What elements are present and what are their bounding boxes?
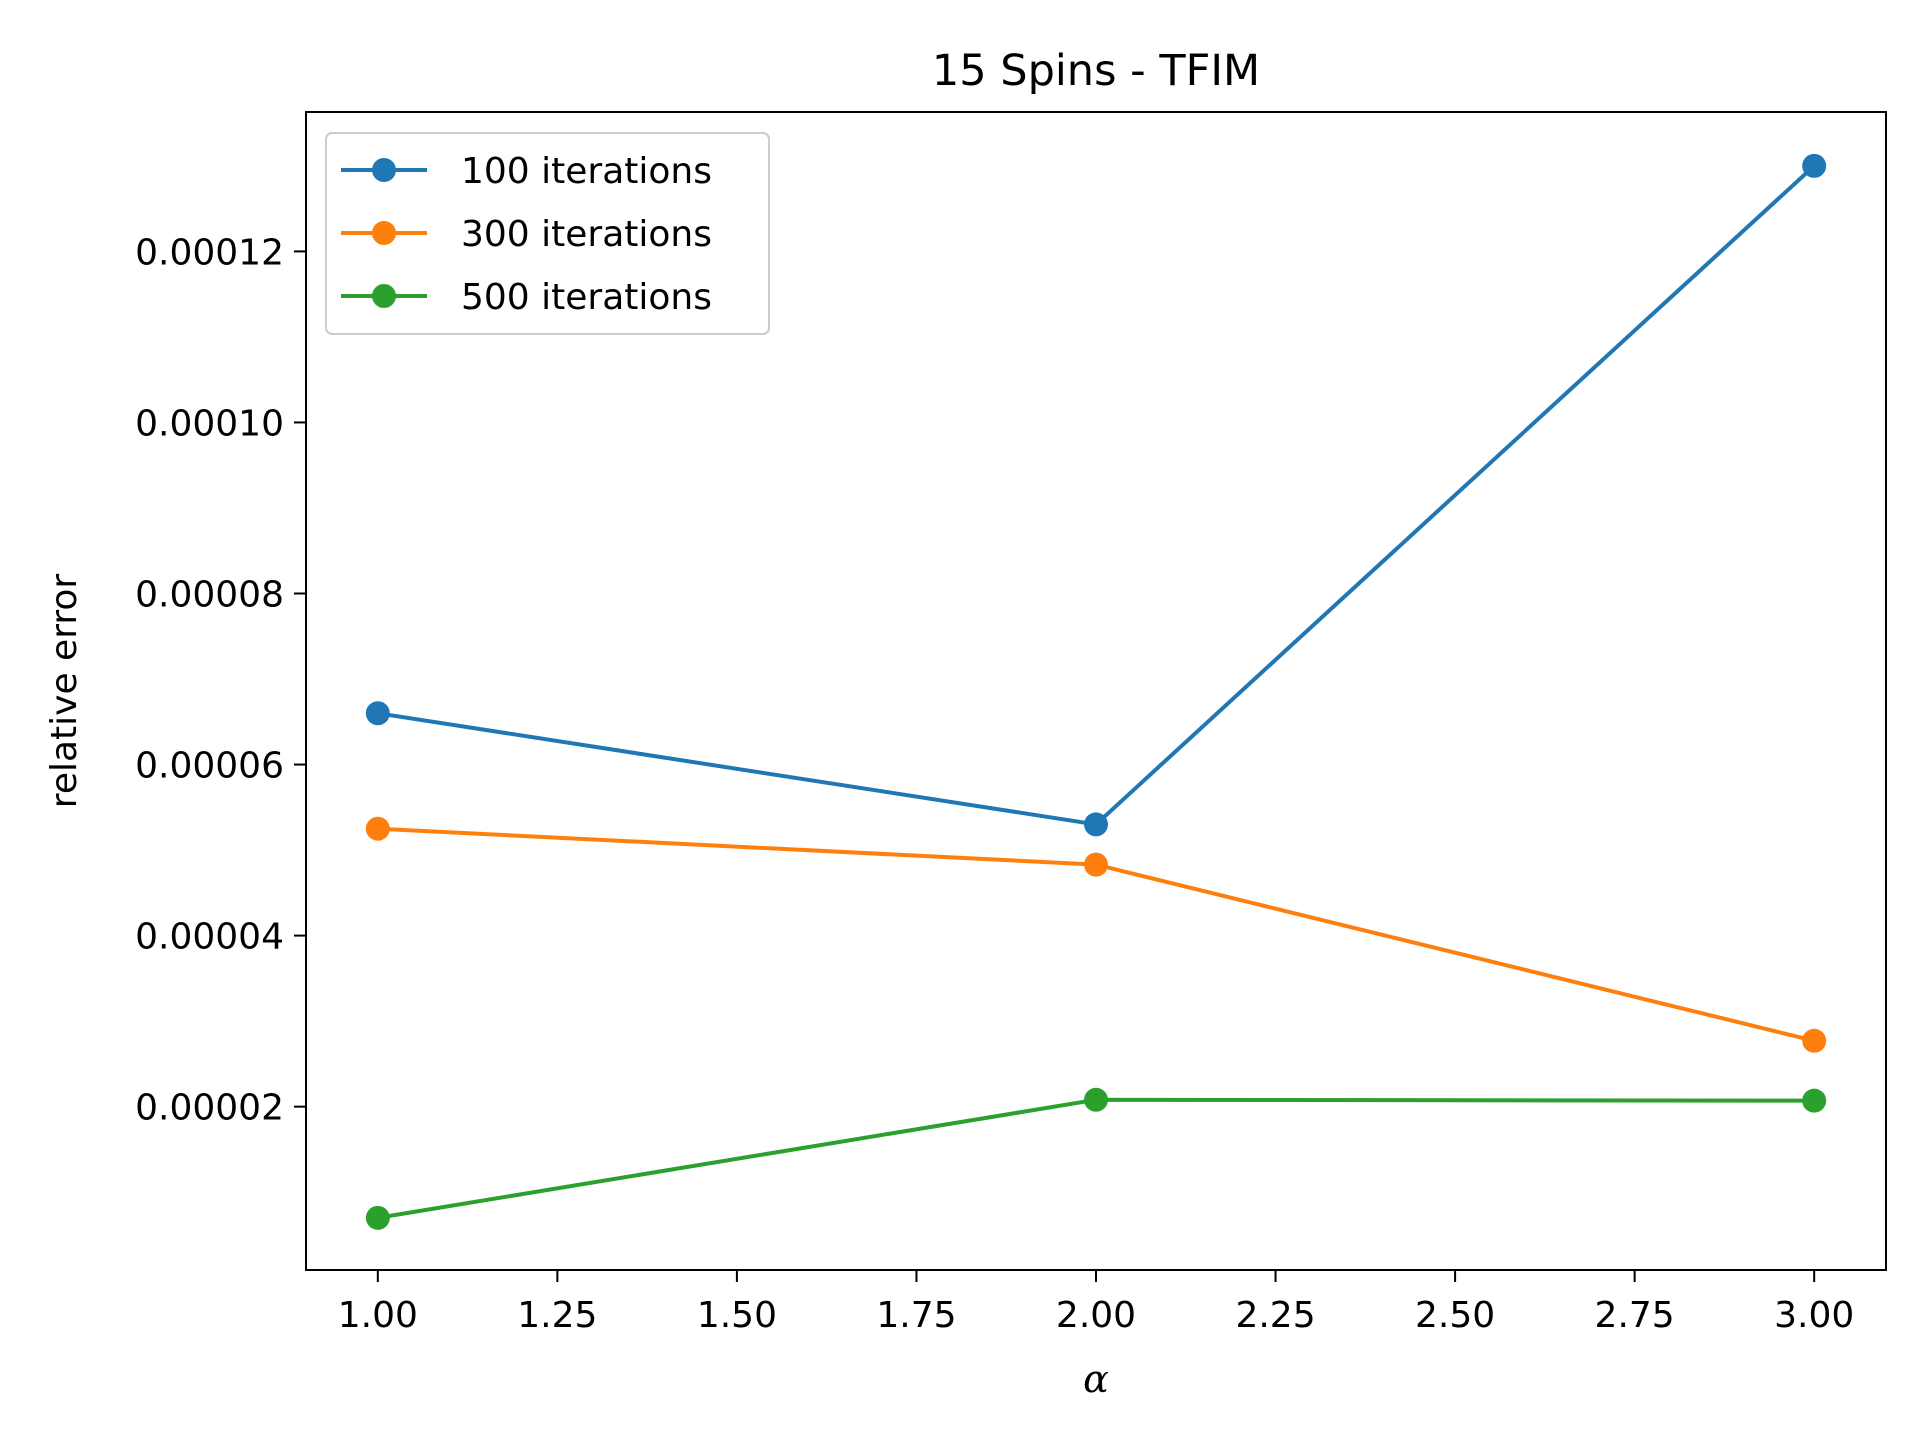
data-point bbox=[365, 1205, 390, 1230]
x-tick-label: 2.25 bbox=[1235, 1295, 1315, 1336]
data-point bbox=[1802, 1088, 1827, 1113]
x-tick-label: 1.25 bbox=[517, 1295, 597, 1336]
x-axis: 1.00 1.25 1.50 1.75 2.00 2.25 2.50 2.75 3.00 bbox=[338, 1270, 1854, 1336]
legend-entry-label: 500 iterations bbox=[461, 277, 712, 318]
legend-entry-label: 100 iterations bbox=[461, 151, 712, 192]
y-tick-label: 0.00008 bbox=[135, 575, 284, 616]
data-point bbox=[365, 701, 390, 726]
data-point bbox=[1802, 1028, 1827, 1053]
legend-swatch-marker bbox=[372, 221, 396, 245]
data-point bbox=[1084, 812, 1108, 837]
legend-swatch-marker bbox=[372, 158, 396, 182]
x-tick-label: 1.00 bbox=[338, 1295, 418, 1336]
legend-entry-label: 300 iterations bbox=[461, 214, 712, 255]
x-tick-label: 2.50 bbox=[1415, 1295, 1495, 1336]
data-point bbox=[1084, 1087, 1108, 1112]
legend-swatch-marker bbox=[372, 284, 396, 308]
x-tick-label: 1.75 bbox=[876, 1295, 956, 1336]
x-tick-label: 2.75 bbox=[1595, 1295, 1675, 1336]
y-tick-label: 0.00006 bbox=[135, 746, 284, 787]
x-tick-label: 1.50 bbox=[697, 1295, 777, 1336]
data-point bbox=[365, 816, 390, 841]
series-layer bbox=[365, 153, 1827, 1230]
x-tick-label: 2.00 bbox=[1056, 1295, 1136, 1336]
y-axis-label: relative error bbox=[44, 574, 85, 809]
data-point bbox=[1084, 852, 1108, 877]
x-tick-label: 3.00 bbox=[1774, 1295, 1854, 1336]
y-tick-label: 0.00012 bbox=[135, 232, 284, 273]
legend-box bbox=[325, 132, 770, 335]
data-point bbox=[1802, 153, 1827, 178]
axes-frame bbox=[305, 111, 1887, 1271]
x-axis-label: α bbox=[1083, 1357, 1109, 1401]
y-axis: 0.00002 0.00004 0.00006 0.00008 0.00010 0.000… bbox=[135, 232, 306, 1129]
y-tick-label: 0.00004 bbox=[135, 917, 284, 958]
chart-title: 15 Spins - TFIM bbox=[932, 46, 1260, 96]
legend: 100 iterations 300 iterations 500 iteratio… bbox=[325, 132, 770, 335]
y-tick-label: 0.00010 bbox=[135, 403, 284, 444]
y-tick-label: 0.00002 bbox=[135, 1088, 284, 1129]
